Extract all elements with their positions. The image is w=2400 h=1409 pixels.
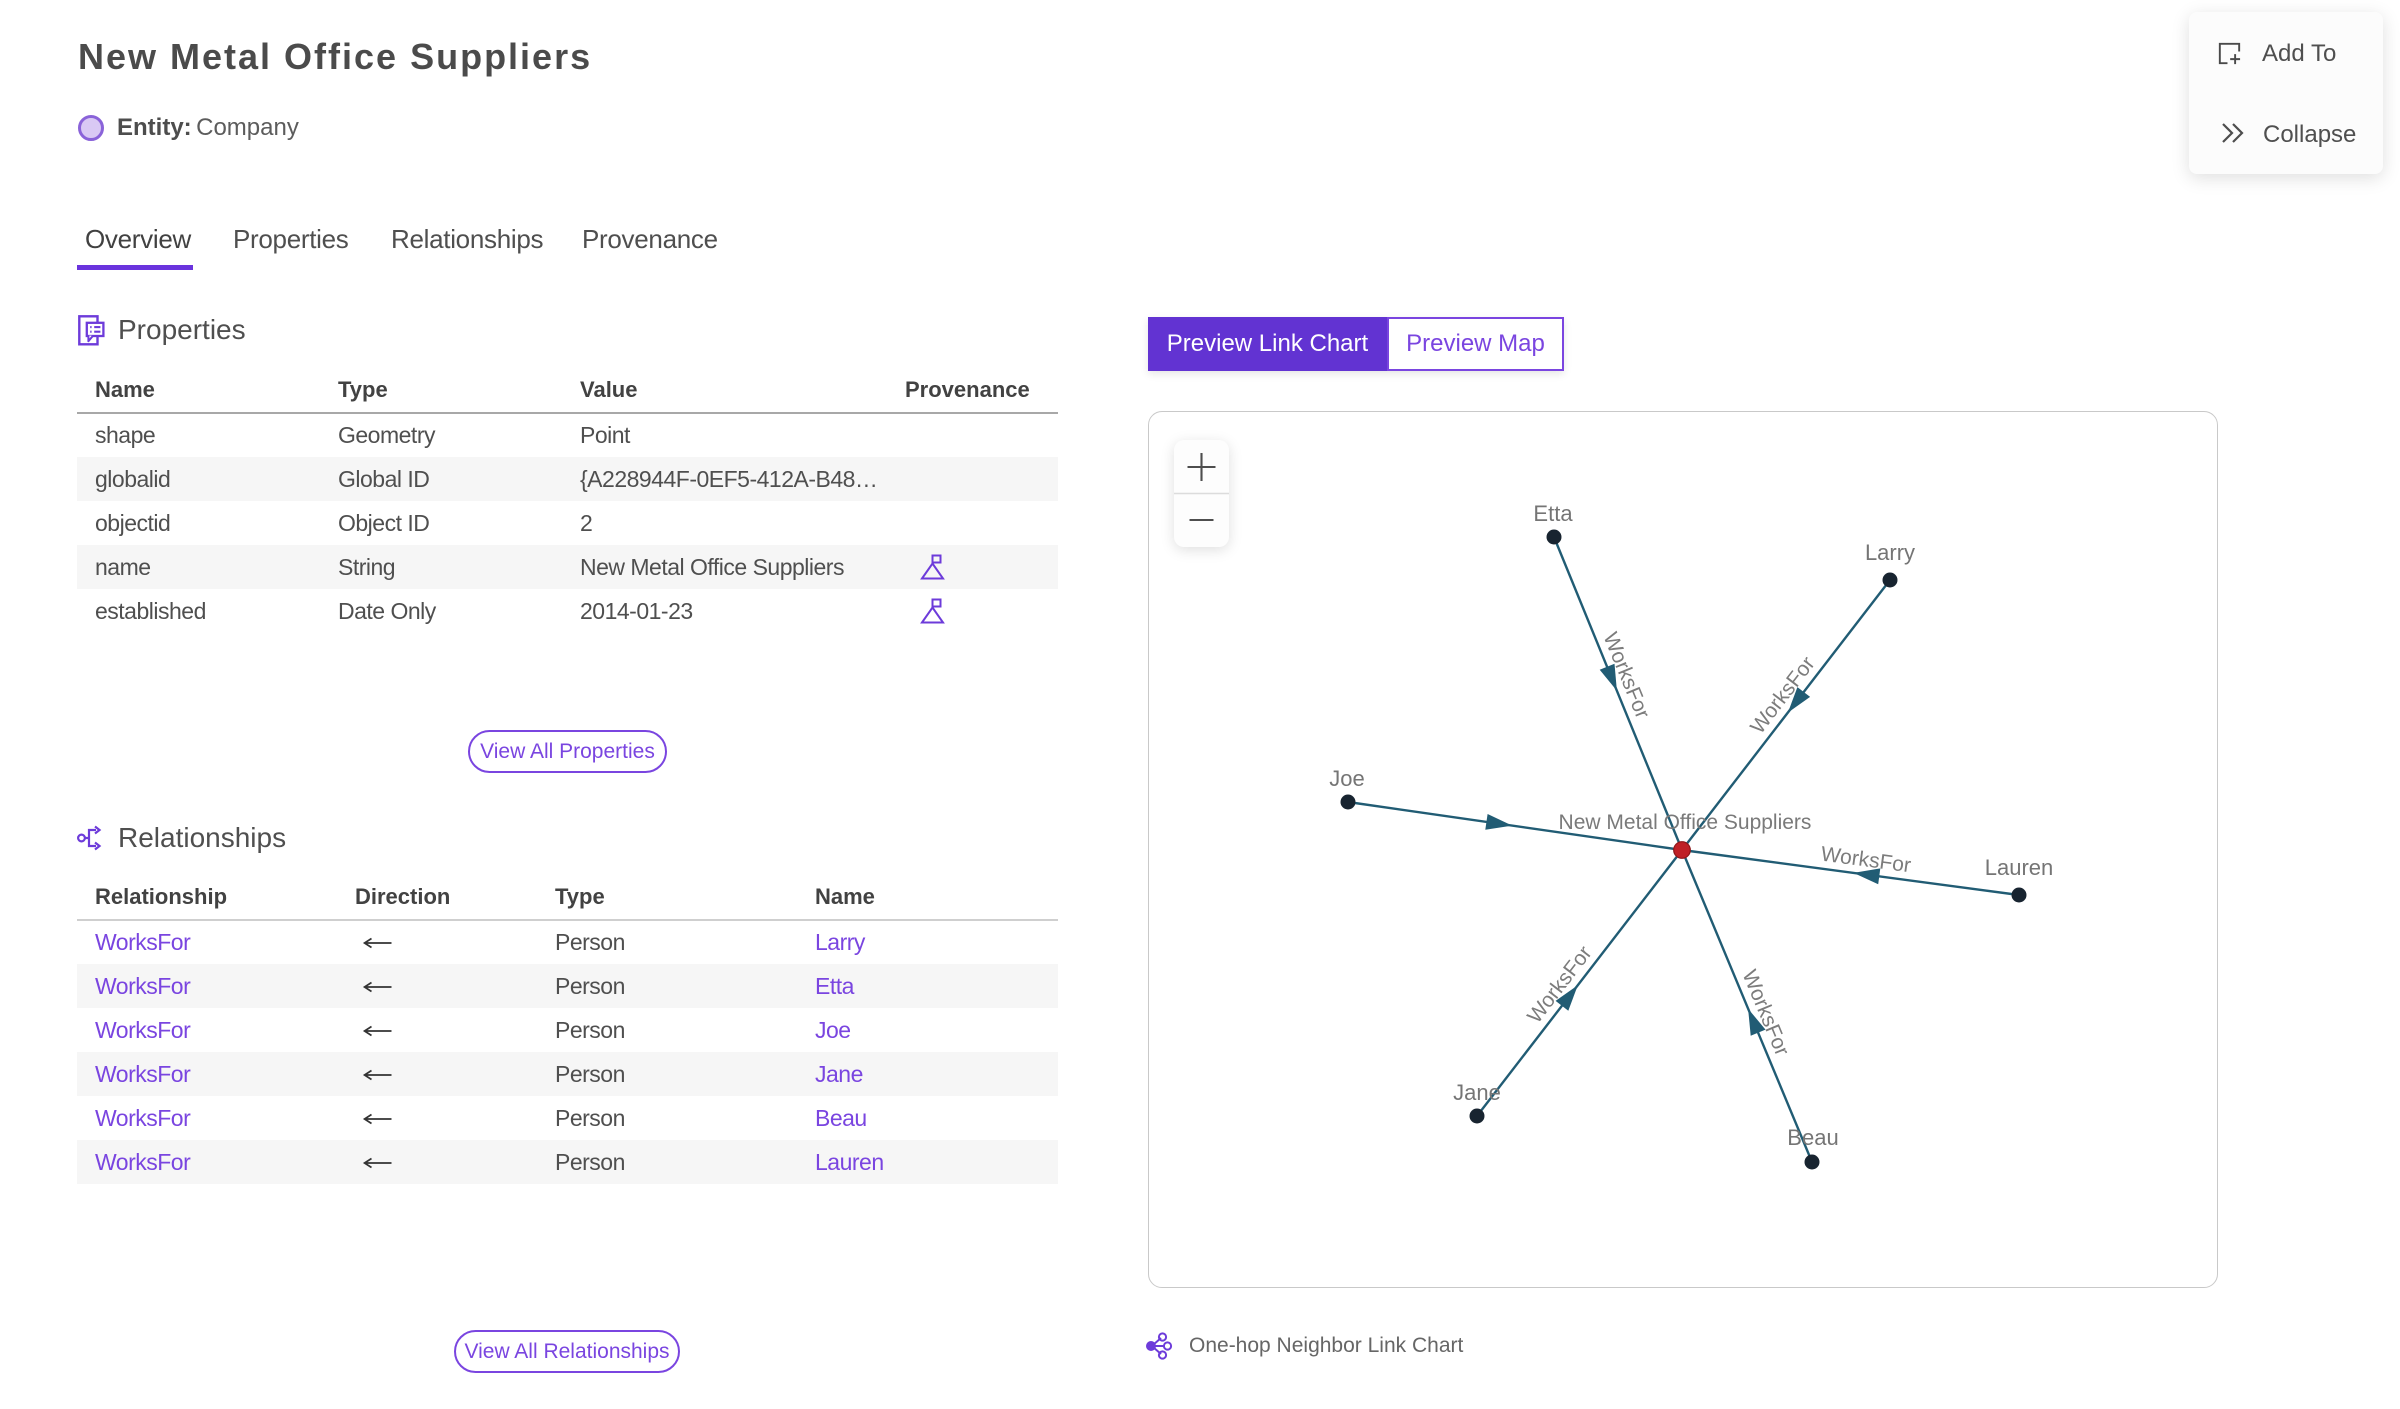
- svg-text:WorksFor: WorksFor: [1738, 967, 1794, 1060]
- svg-text:Larry: Larry: [1865, 540, 1915, 565]
- svg-text:Etta: Etta: [1533, 501, 1573, 526]
- svg-text:WorksFor: WorksFor: [1746, 652, 1820, 738]
- svg-text:New Metal Office Suppliers: New Metal Office Suppliers: [1559, 811, 1812, 834]
- svg-text:Lauren: Lauren: [1985, 855, 2054, 880]
- svg-text:Joe: Joe: [1329, 766, 1364, 791]
- svg-text:Jane: Jane: [1453, 1080, 1501, 1105]
- svg-text:Beau: Beau: [1787, 1125, 1838, 1150]
- svg-text:WorksFor: WorksFor: [1523, 942, 1597, 1028]
